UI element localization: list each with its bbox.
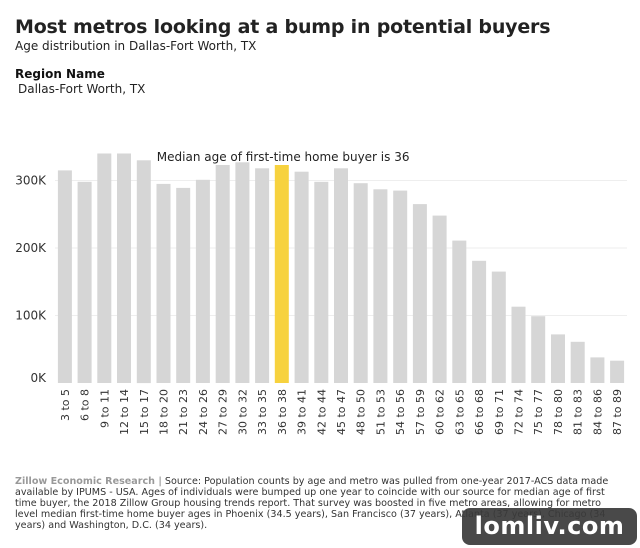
bar	[610, 360, 625, 383]
bar	[136, 160, 151, 384]
x-tick-label: 60 to 62	[434, 389, 447, 435]
region-name-label: Region Name	[15, 67, 105, 81]
footnote-text: Source: Population counts by age and met…	[15, 476, 609, 531]
bar	[176, 187, 191, 383]
bar	[531, 316, 546, 383]
y-tick-label: 100K	[15, 309, 47, 323]
chart-title: Most metros looking at a bump in potenti…	[15, 16, 551, 38]
chart-subtitle: Age distribution in Dallas-Fort Worth, T…	[15, 39, 257, 53]
x-tick-label: 81 to 83	[572, 389, 585, 435]
bar	[491, 271, 506, 383]
x-tick-label: 78 to 80	[552, 389, 565, 435]
median-annotation: Median age of first-time home buyer is 3…	[157, 150, 410, 164]
bar	[570, 341, 585, 383]
x-tick-label: 63 to 65	[453, 389, 466, 435]
bar	[412, 204, 427, 383]
x-tick-label: 18 to 20	[158, 389, 171, 435]
x-tick-label: 15 to 17	[138, 389, 151, 435]
x-tick-label: 51 to 53	[374, 389, 387, 435]
bar	[77, 181, 92, 383]
bar	[393, 190, 408, 383]
x-tick-label: 3 to 5	[59, 389, 72, 421]
x-tick-label: 45 to 47	[335, 389, 348, 435]
source-footnote: Zillow Economic Research | Source: Popul…	[15, 476, 625, 531]
bar	[472, 260, 487, 383]
bar	[294, 171, 309, 383]
y-tick-label: 0K	[30, 371, 47, 385]
x-tick-label: 75 to 77	[532, 389, 545, 435]
bar	[432, 215, 447, 383]
bar	[452, 240, 467, 383]
bar	[117, 153, 131, 383]
bar	[373, 189, 388, 383]
bar	[255, 168, 270, 383]
bar	[156, 183, 171, 383]
bar	[195, 179, 210, 383]
bar	[551, 334, 565, 383]
bar-chart: 0K 100K 200K 300K 3 to 5 6 to 8 9 to 11 12 to 1…	[15, 150, 627, 435]
footnote-brand: Zillow Economic Research |	[15, 476, 162, 487]
x-tick-label: 57 to 59	[414, 389, 427, 435]
x-tick-label: 84 to 86	[591, 389, 604, 435]
region-name-value[interactable]: Dallas-Fort Worth, TX	[18, 82, 146, 96]
bar	[353, 183, 368, 383]
bar	[511, 306, 526, 383]
bar	[590, 357, 605, 383]
bar-highlight	[274, 165, 289, 383]
bar	[57, 170, 72, 383]
bar	[334, 168, 348, 383]
x-tick-label: 42 to 44	[315, 389, 328, 435]
bar	[314, 181, 329, 383]
x-tick-label: 69 to 71	[493, 389, 506, 435]
bar	[97, 153, 112, 383]
x-tick-label: 9 to 11	[98, 389, 111, 428]
x-tick-label: 72 to 74	[513, 389, 526, 435]
bar	[215, 165, 230, 383]
bar	[235, 162, 250, 383]
x-tick-label: 87 to 89	[611, 389, 624, 435]
x-tick-label: 6 to 8	[79, 389, 92, 421]
x-tick-label: 27 to 29	[217, 389, 230, 435]
x-tick-label: 24 to 26	[197, 389, 210, 435]
x-tick-label: 54 to 56	[394, 389, 407, 435]
watermark: lomliv.com	[462, 508, 637, 545]
x-tick-label: 39 to 41	[296, 389, 309, 435]
x-tick-label: 36 to 38	[276, 389, 289, 435]
x-tick-label: 48 to 50	[355, 389, 368, 435]
x-tick-label: 33 to 35	[256, 389, 269, 435]
x-tick-label: 30 to 32	[236, 389, 249, 435]
y-tick-label: 200K	[15, 241, 47, 255]
x-tick-label: 21 to 23	[177, 389, 190, 435]
x-tick-label: 66 to 68	[473, 389, 486, 435]
y-tick-label: 300K	[15, 174, 47, 188]
x-tick-label: 12 to 14	[118, 389, 131, 435]
